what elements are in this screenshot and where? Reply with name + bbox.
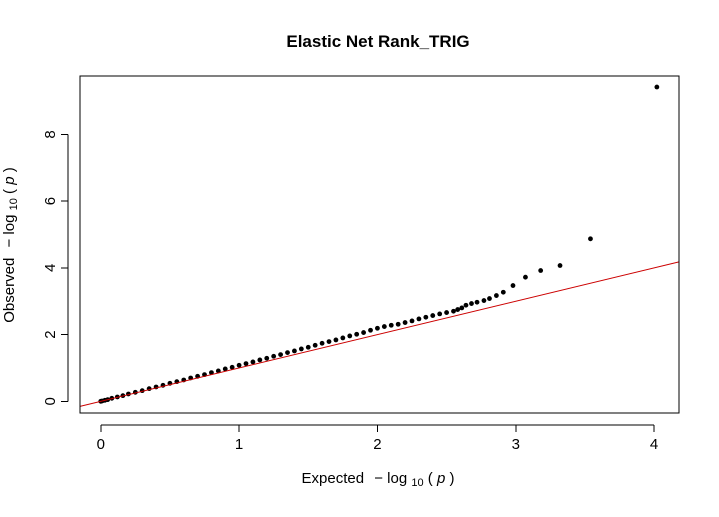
y-axis-label-minus: −	[1, 239, 18, 248]
data-point	[305, 344, 311, 350]
data-point	[292, 348, 297, 354]
data-point	[395, 321, 401, 327]
y-axis-label-close: )	[1, 167, 18, 172]
data-point	[481, 298, 487, 303]
data-point	[381, 324, 387, 329]
x-axis-label-minus: −	[374, 470, 383, 487]
axes: 0 1 2 3 4 0 2 4 6 8	[42, 75, 680, 453]
data-point	[285, 350, 290, 356]
x-axis-label-base: 10	[411, 477, 423, 489]
x-axis-label-var: p	[436, 470, 445, 487]
data-point	[409, 318, 415, 324]
data-point	[243, 361, 249, 367]
chart-title: Elastic Net Rank_TRIG	[286, 32, 469, 51]
x-axis-label-open: (	[428, 470, 433, 487]
y-tick-label: 6	[42, 197, 59, 205]
data-point	[278, 352, 283, 358]
data-point	[368, 327, 373, 333]
data-point	[340, 335, 346, 341]
data-point	[361, 330, 366, 335]
y-axis-label-base: 10	[8, 198, 20, 210]
data-point	[510, 283, 516, 288]
data-point	[451, 308, 456, 314]
data-point	[388, 322, 394, 328]
data-point	[557, 263, 563, 268]
x-tick-label: 3	[512, 436, 520, 453]
data-point	[402, 320, 408, 325]
data-point	[538, 268, 544, 273]
y-tick-label: 4	[42, 264, 59, 272]
data-point	[463, 302, 469, 308]
reference-line	[79, 261, 680, 407]
data-point	[444, 310, 449, 315]
data-point	[333, 337, 339, 343]
y-tick-label: 2	[42, 330, 59, 338]
y-axis-label: Observed − log 10 ( p )	[1, 167, 21, 322]
data-point	[437, 311, 443, 317]
plot-frame	[79, 75, 680, 414]
data-point	[523, 274, 528, 280]
data-point	[469, 301, 474, 306]
y-axis-label-log: log	[1, 215, 18, 235]
data-point	[222, 366, 228, 372]
data-point	[264, 355, 270, 361]
data-point	[455, 307, 461, 312]
x-axis-label-close: )	[449, 470, 454, 487]
data-point	[271, 353, 277, 359]
reference-line-group	[79, 261, 680, 407]
x-tick-label: 0	[97, 436, 105, 453]
data-point	[459, 305, 465, 311]
x-axis-label-prefix: Expected	[302, 470, 365, 487]
data-point	[298, 346, 304, 352]
data-point	[430, 313, 436, 318]
data-point	[375, 325, 380, 331]
data-point	[487, 296, 492, 301]
data-point	[236, 362, 242, 368]
y-axis-label-var: p	[1, 176, 18, 185]
data-point	[500, 289, 506, 295]
x-tick-label: 4	[650, 436, 658, 453]
data-point	[250, 359, 256, 365]
data-point	[347, 333, 353, 339]
data-point	[319, 340, 325, 346]
x-tick-label: 2	[373, 436, 381, 453]
data-point	[257, 357, 263, 363]
x-axis-label-log: log	[387, 470, 407, 487]
data-point	[588, 236, 593, 242]
data-point	[416, 316, 422, 322]
y-axis-label-open: (	[1, 189, 18, 194]
data-point	[312, 342, 318, 348]
x-tick-label: 1	[235, 436, 243, 453]
data-point	[654, 84, 660, 90]
data-point	[229, 364, 235, 370]
observed-points	[98, 84, 660, 404]
y-tick-label: 8	[42, 130, 59, 138]
x-axis-label: Expected − log 10 ( p )	[302, 470, 455, 490]
data-point	[354, 331, 360, 337]
y-tick-label: 0	[42, 397, 59, 405]
data-point	[474, 299, 480, 305]
data-point	[326, 339, 332, 344]
y-axis-label-prefix: Observed	[1, 258, 18, 323]
data-point	[423, 314, 429, 320]
data-point	[493, 293, 499, 298]
